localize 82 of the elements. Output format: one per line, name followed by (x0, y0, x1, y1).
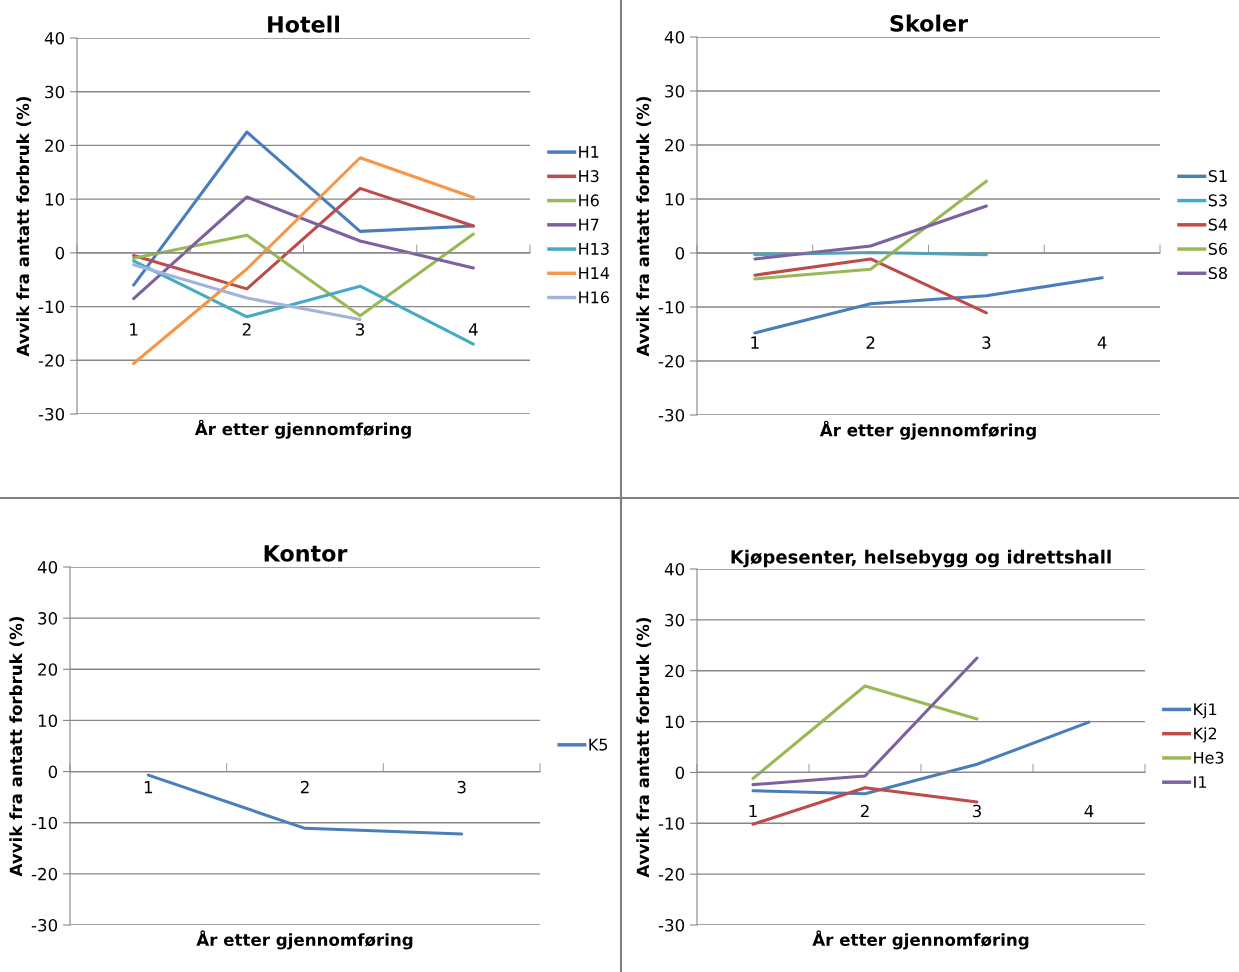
y-tick-label: 20 (665, 138, 685, 152)
y-tick-label: 40 (664, 30, 685, 44)
legend-label: I1 (1194, 776, 1206, 788)
line-series (132, 130, 475, 287)
y-tick-label: -30 (38, 407, 65, 421)
x-tick-label: 4 (1084, 804, 1094, 818)
x-axis-title: År etter gjennomføring (812, 930, 1029, 950)
legend-label: H6 (579, 194, 599, 207)
y-tick-label: -10 (658, 300, 685, 314)
y-tick-label: 20 (38, 663, 58, 676)
x-axis-title: År etter gjennomføring (194, 419, 411, 439)
line-series (751, 720, 1091, 796)
y-tick-label: -20 (38, 354, 65, 367)
line-series (132, 232, 475, 318)
line-series (132, 195, 475, 301)
legend-label: H16 (579, 291, 609, 304)
y-tick-label: 40 (664, 562, 685, 576)
x-tick-label: 4 (1097, 336, 1107, 349)
legend-label: Kj1 (1194, 702, 1217, 719)
chart-title: Hotell (268, 15, 340, 33)
legend-label: H13 (579, 242, 609, 255)
legend-label: S3 (1208, 194, 1227, 207)
x-tick-label: 4 (468, 323, 478, 336)
legend-label: S6 (1208, 242, 1228, 255)
legend-label: S8 (1208, 267, 1227, 280)
x-tick-label: 2 (860, 804, 869, 818)
y-tick-label: -20 (31, 867, 58, 881)
y-tick-label: -10 (658, 817, 685, 830)
legend-label: He3 (1194, 751, 1224, 764)
x-tick-label: 1 (144, 781, 153, 794)
y-tick-label: 0 (675, 246, 685, 260)
x-tick-label: 1 (749, 804, 757, 818)
x-tick-label: 2 (866, 336, 875, 349)
x-tick-label: 2 (300, 780, 309, 794)
legend-label: H14 (579, 267, 610, 279)
y-axis-title: Avvik fra antatt forbruk (%) (636, 617, 652, 878)
y-tick-label: 0 (55, 246, 65, 260)
y-tick-label: -30 (658, 918, 685, 932)
y-axis-title: Avvik fra antatt forbruk (%) (636, 96, 652, 357)
y-tick-label: 40 (37, 560, 58, 574)
y-tick-label: 30 (38, 612, 58, 625)
line-series (132, 186, 475, 291)
x-tick-label: 1 (751, 336, 759, 349)
y-tick-label: 20 (45, 139, 65, 152)
legend-label: H1 (579, 146, 599, 158)
y-tick-label: 30 (665, 84, 685, 98)
x-tick-label: 3 (457, 780, 466, 794)
y-tick-label: 20 (665, 664, 685, 678)
y-axis-title: Avvik fra antatt forbruk (%) (9, 616, 25, 877)
y-tick-label: 10 (45, 193, 65, 206)
legend-label: Kj2 (1194, 727, 1217, 743)
x-tick-label: 3 (356, 323, 365, 336)
legend-label: H3 (579, 170, 599, 183)
x-tick-label: 1 (130, 323, 138, 336)
y-tick-label: 0 (675, 766, 685, 779)
legend-label: K5 (589, 738, 608, 751)
y-tick-label: 40 (44, 31, 65, 45)
y-tick-label: -20 (658, 868, 685, 881)
y-axis-title: Avvik fra antatt forbruk (%) (16, 96, 32, 357)
y-tick-label: -10 (38, 300, 65, 314)
line-series (753, 276, 1104, 335)
x-axis-title: År etter gjennomføring (819, 420, 1036, 440)
y-tick-label: 10 (665, 715, 685, 729)
y-tick-label: -10 (31, 816, 58, 830)
y-tick-label: 30 (665, 613, 685, 627)
y-tick-label: 30 (45, 85, 65, 99)
x-tick-label: 3 (972, 804, 981, 818)
legend-label: H7 (579, 218, 599, 231)
chart-title: Skoler (890, 14, 968, 32)
legend-label: S4 (1208, 218, 1228, 231)
y-tick-label: 10 (665, 192, 685, 206)
y-tick-label: 10 (38, 714, 58, 727)
chart-title: Kjøpesenter, helsebygg og idrettshall (731, 549, 1111, 568)
y-tick-label: -30 (31, 918, 58, 932)
x-axis-title: År etter gjennomføring (196, 930, 413, 950)
y-tick-label: -30 (658, 408, 685, 422)
x-tick-label: 2 (242, 323, 251, 336)
y-tick-label: -20 (658, 354, 685, 368)
x-tick-label: 3 (982, 336, 991, 349)
y-tick-label: 0 (48, 765, 58, 779)
legend-label: S1 (1208, 170, 1227, 183)
chart-title: Kontor (264, 545, 348, 562)
